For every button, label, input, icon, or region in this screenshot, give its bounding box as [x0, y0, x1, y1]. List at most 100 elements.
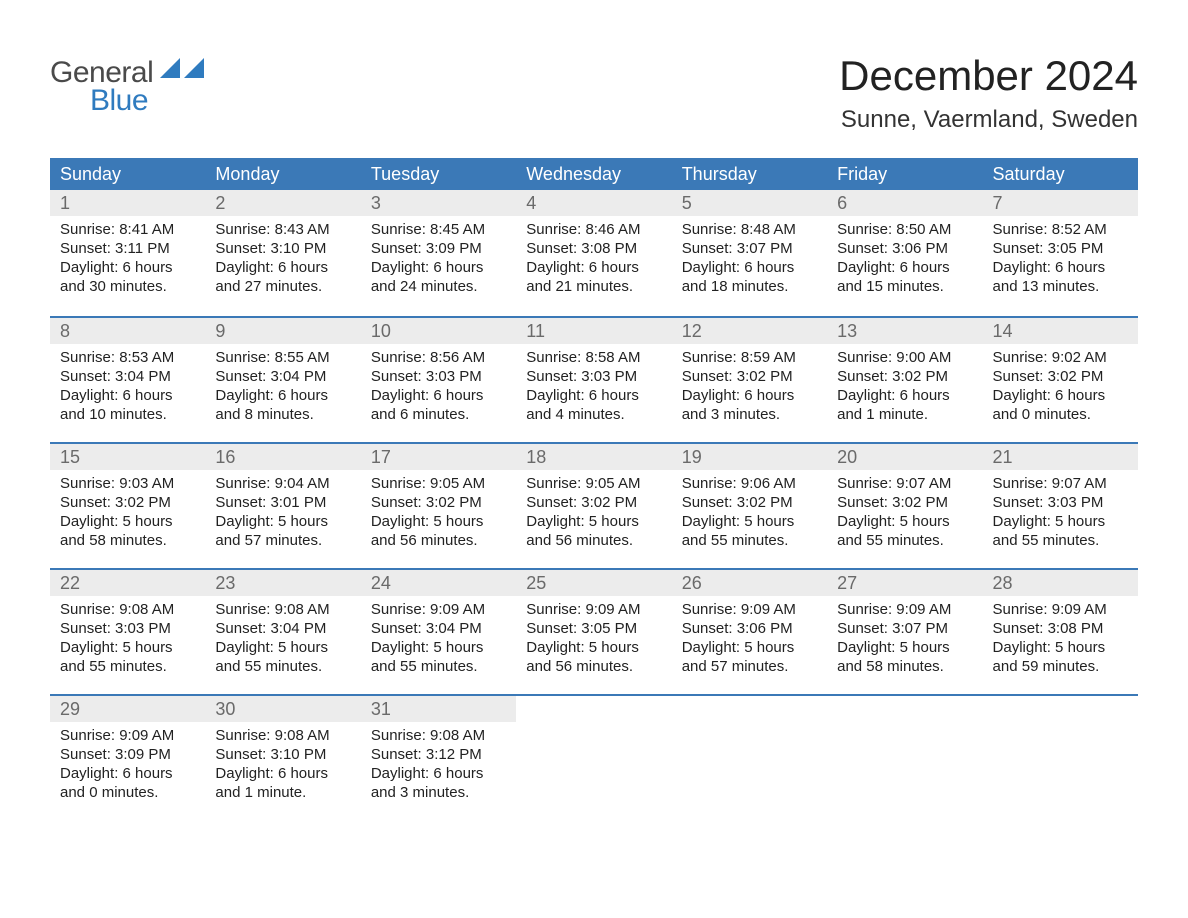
day-info-sunrise: Sunrise: 8:48 AM [682, 220, 821, 239]
calendar-week: 15Sunrise: 9:03 AMSunset: 3:02 PMDayligh… [50, 442, 1138, 568]
day-info-sunrise: Sunrise: 9:05 AM [371, 474, 510, 493]
calendar-cell [516, 696, 671, 820]
day-number: 10 [361, 318, 516, 344]
day-info-sunrise: Sunrise: 9:08 AM [215, 726, 354, 745]
day-info-sunset: Sunset: 3:08 PM [993, 619, 1132, 638]
day-info: Sunrise: 9:08 AMSunset: 3:03 PMDaylight:… [50, 596, 205, 676]
day-info-sunset: Sunset: 3:10 PM [215, 239, 354, 258]
calendar-cell: 25Sunrise: 9:09 AMSunset: 3:05 PMDayligh… [516, 570, 671, 694]
calendar-cell [983, 696, 1138, 820]
day-header-wed: Wednesday [516, 164, 671, 185]
day-info: Sunrise: 9:09 AMSunset: 3:08 PMDaylight:… [983, 596, 1138, 676]
day-info-daylight2: and 4 minutes. [526, 405, 665, 424]
day-info: Sunrise: 9:08 AMSunset: 3:10 PMDaylight:… [205, 722, 360, 802]
day-info: Sunrise: 8:53 AMSunset: 3:04 PMDaylight:… [50, 344, 205, 424]
day-info: Sunrise: 9:05 AMSunset: 3:02 PMDaylight:… [516, 470, 671, 550]
day-info-daylight2: and 21 minutes. [526, 277, 665, 296]
day-info: Sunrise: 9:06 AMSunset: 3:02 PMDaylight:… [672, 470, 827, 550]
day-info-sunset: Sunset: 3:10 PM [215, 745, 354, 764]
day-info-daylight1: Daylight: 6 hours [371, 386, 510, 405]
calendar-cell: 14Sunrise: 9:02 AMSunset: 3:02 PMDayligh… [983, 318, 1138, 442]
day-info-daylight1: Daylight: 5 hours [60, 638, 199, 657]
day-number: 19 [672, 444, 827, 470]
day-info-daylight1: Daylight: 6 hours [60, 764, 199, 783]
calendar-cell: 26Sunrise: 9:09 AMSunset: 3:06 PMDayligh… [672, 570, 827, 694]
day-number: 4 [516, 190, 671, 216]
day-info: Sunrise: 8:48 AMSunset: 3:07 PMDaylight:… [672, 216, 827, 296]
day-info-daylight1: Daylight: 6 hours [682, 258, 821, 277]
day-info: Sunrise: 9:07 AMSunset: 3:02 PMDaylight:… [827, 470, 982, 550]
day-info-daylight2: and 55 minutes. [60, 657, 199, 676]
day-number: 12 [672, 318, 827, 344]
day-info-sunset: Sunset: 3:02 PM [682, 367, 821, 386]
day-number: 8 [50, 318, 205, 344]
day-info-daylight2: and 8 minutes. [215, 405, 354, 424]
day-info-sunrise: Sunrise: 9:09 AM [60, 726, 199, 745]
day-info: Sunrise: 9:00 AMSunset: 3:02 PMDaylight:… [827, 344, 982, 424]
day-number: 18 [516, 444, 671, 470]
day-number: 22 [50, 570, 205, 596]
calendar-cell: 18Sunrise: 9:05 AMSunset: 3:02 PMDayligh… [516, 444, 671, 568]
logo-text-blue: Blue [90, 86, 204, 116]
day-info-sunrise: Sunrise: 9:00 AM [837, 348, 976, 367]
day-info-sunrise: Sunrise: 8:50 AM [837, 220, 976, 239]
day-info-daylight2: and 15 minutes. [837, 277, 976, 296]
day-info-daylight2: and 55 minutes. [682, 531, 821, 550]
day-info-daylight2: and 24 minutes. [371, 277, 510, 296]
day-info-daylight1: Daylight: 6 hours [526, 386, 665, 405]
day-info-daylight2: and 27 minutes. [215, 277, 354, 296]
day-info-daylight2: and 57 minutes. [682, 657, 821, 676]
day-info-sunset: Sunset: 3:01 PM [215, 493, 354, 512]
day-info-daylight2: and 56 minutes. [526, 531, 665, 550]
calendar-week: 8Sunrise: 8:53 AMSunset: 3:04 PMDaylight… [50, 316, 1138, 442]
day-number: 14 [983, 318, 1138, 344]
day-info-daylight1: Daylight: 6 hours [993, 258, 1132, 277]
calendar-cell: 29Sunrise: 9:09 AMSunset: 3:09 PMDayligh… [50, 696, 205, 820]
day-info-sunrise: Sunrise: 8:59 AM [682, 348, 821, 367]
day-info-daylight1: Daylight: 5 hours [371, 638, 510, 657]
day-info-daylight2: and 55 minutes. [837, 531, 976, 550]
calendar-cell: 7Sunrise: 8:52 AMSunset: 3:05 PMDaylight… [983, 190, 1138, 316]
day-info-sunset: Sunset: 3:12 PM [371, 745, 510, 764]
day-info-daylight1: Daylight: 5 hours [526, 512, 665, 531]
day-info: Sunrise: 9:09 AMSunset: 3:07 PMDaylight:… [827, 596, 982, 676]
day-number: 3 [361, 190, 516, 216]
day-info-sunset: Sunset: 3:05 PM [993, 239, 1132, 258]
day-number: 24 [361, 570, 516, 596]
day-info-sunset: Sunset: 3:06 PM [682, 619, 821, 638]
calendar-cell: 3Sunrise: 8:45 AMSunset: 3:09 PMDaylight… [361, 190, 516, 316]
day-info-sunset: Sunset: 3:08 PM [526, 239, 665, 258]
day-info-sunset: Sunset: 3:05 PM [526, 619, 665, 638]
day-info-sunset: Sunset: 3:09 PM [60, 745, 199, 764]
day-info-sunset: Sunset: 3:04 PM [215, 619, 354, 638]
calendar-cell: 28Sunrise: 9:09 AMSunset: 3:08 PMDayligh… [983, 570, 1138, 694]
location: Sunne, Vaermland, Sweden [839, 106, 1138, 134]
day-number: 28 [983, 570, 1138, 596]
day-info-sunrise: Sunrise: 9:03 AM [60, 474, 199, 493]
calendar-cell: 15Sunrise: 9:03 AMSunset: 3:02 PMDayligh… [50, 444, 205, 568]
day-info-daylight1: Daylight: 6 hours [682, 386, 821, 405]
calendar-cell: 12Sunrise: 8:59 AMSunset: 3:02 PMDayligh… [672, 318, 827, 442]
day-info-daylight1: Daylight: 6 hours [215, 386, 354, 405]
day-info-daylight1: Daylight: 5 hours [371, 512, 510, 531]
day-number: 20 [827, 444, 982, 470]
day-number: 11 [516, 318, 671, 344]
day-info-daylight2: and 56 minutes. [371, 531, 510, 550]
day-number: 9 [205, 318, 360, 344]
calendar-cell: 8Sunrise: 8:53 AMSunset: 3:04 PMDaylight… [50, 318, 205, 442]
page-title: December 2024 [839, 52, 1138, 100]
day-info: Sunrise: 9:08 AMSunset: 3:12 PMDaylight:… [361, 722, 516, 802]
day-info-daylight2: and 59 minutes. [993, 657, 1132, 676]
day-info-sunrise: Sunrise: 8:56 AM [371, 348, 510, 367]
day-info-daylight1: Daylight: 6 hours [837, 258, 976, 277]
day-info: Sunrise: 9:02 AMSunset: 3:02 PMDaylight:… [983, 344, 1138, 424]
day-info-daylight2: and 55 minutes. [993, 531, 1132, 550]
day-info-sunset: Sunset: 3:04 PM [371, 619, 510, 638]
day-info-daylight2: and 3 minutes. [682, 405, 821, 424]
day-info-daylight2: and 1 minute. [215, 783, 354, 802]
day-info-sunrise: Sunrise: 9:09 AM [993, 600, 1132, 619]
day-info: Sunrise: 8:59 AMSunset: 3:02 PMDaylight:… [672, 344, 827, 424]
calendar-header-row: Sunday Monday Tuesday Wednesday Thursday… [50, 158, 1138, 190]
calendar-cell: 6Sunrise: 8:50 AMSunset: 3:06 PMDaylight… [827, 190, 982, 316]
day-info-sunrise: Sunrise: 9:08 AM [60, 600, 199, 619]
